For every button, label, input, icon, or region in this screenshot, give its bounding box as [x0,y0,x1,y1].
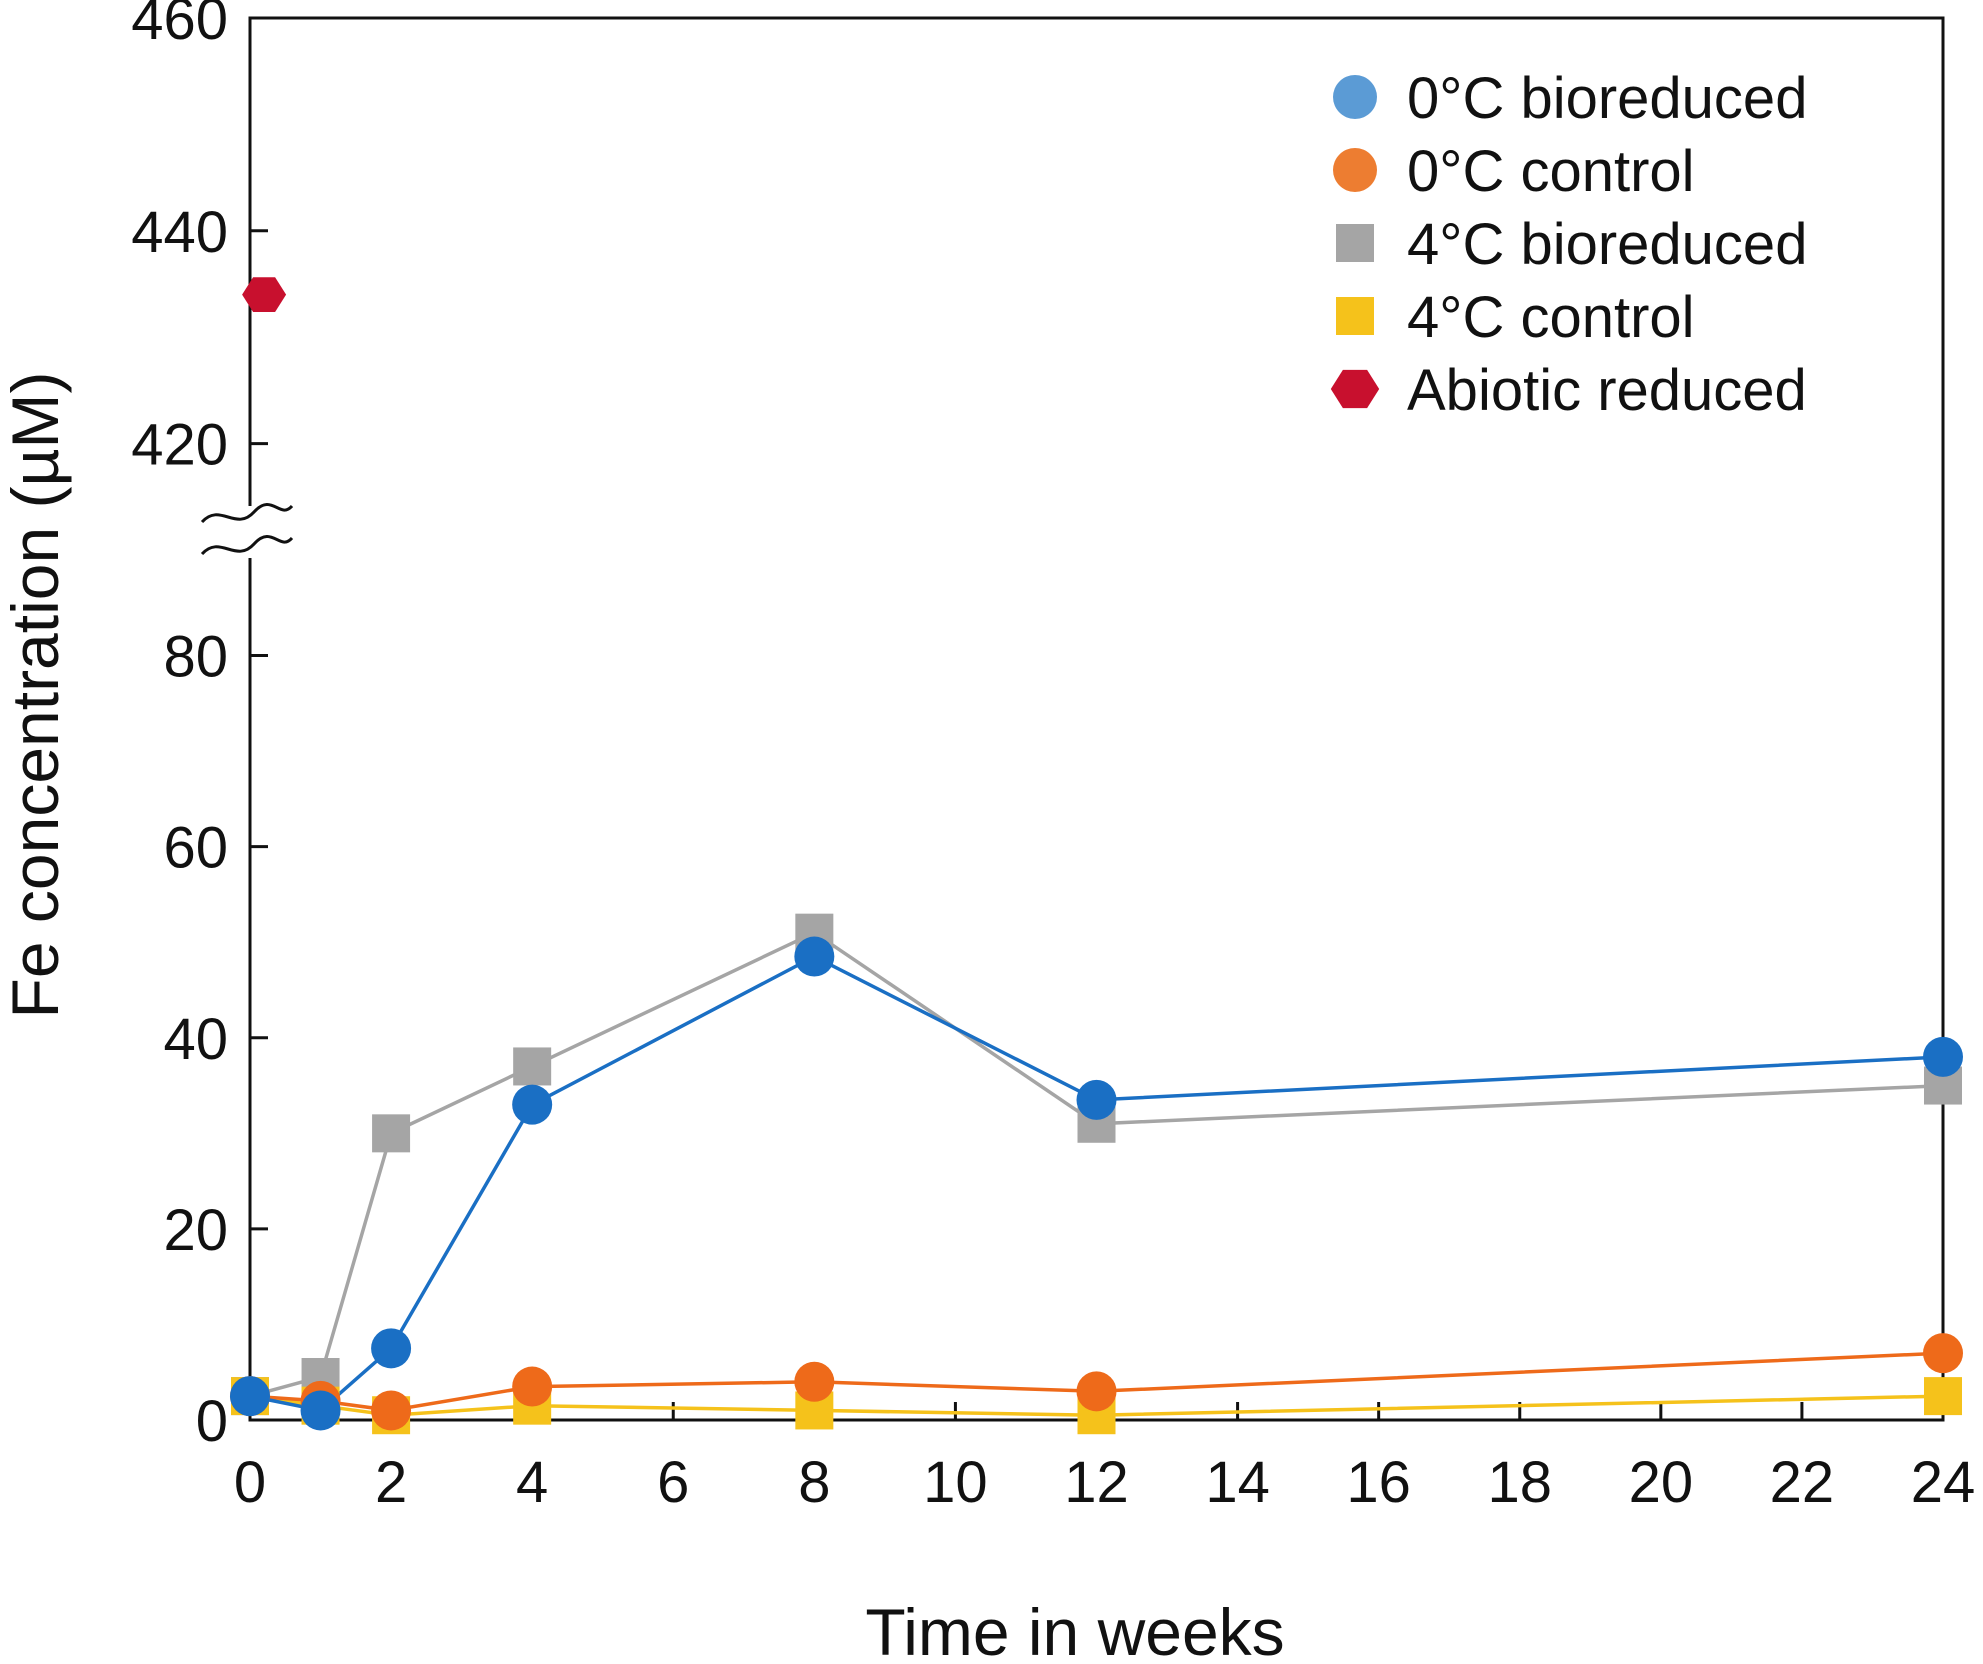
data-point [371,1328,412,1369]
x-tick-label: 0 [234,1450,266,1515]
legend-marker [1333,75,1377,119]
data-point [300,1390,341,1431]
x-axis: 0 2 4 6 8 10 12 14 16 18 20 22 24 [234,1402,1975,1515]
data-point [1076,1079,1117,1120]
y-tick-label: 440 [131,200,228,265]
x-tick-label: 8 [798,1450,830,1515]
x-tick-label: 6 [657,1450,689,1515]
x-tick-label: 10 [923,1450,988,1515]
y-tick-label: 60 [163,816,228,881]
y-tick-label: 0 [196,1389,228,1454]
y-tick-label: 420 [131,413,228,478]
x-tick-label: 22 [1770,1450,1835,1515]
data-point [1924,1377,1962,1416]
x-tick-label: 4 [516,1450,548,1515]
legend-marker [1336,297,1374,335]
axis-break-line-lower [200,535,294,556]
axis-break-line-upper [200,503,294,524]
data-point [1076,1371,1117,1412]
data-point [1923,1036,1963,1077]
x-tick-label: 20 [1629,1450,1694,1515]
data-point [513,1047,552,1086]
series-lines [249,930,1944,1417]
data-point [794,1361,835,1402]
legend-label: 0°C control [1407,139,1695,204]
y-tick-label: 80 [163,625,228,690]
data-point [372,1114,411,1153]
legend: 0°C bioreduced 0°C control 4°C bioreduced 4… [1330,66,1807,423]
y-axis-break-symbol [200,503,294,558]
x-axis-title: Time in weeks [865,1595,1284,1664]
x-tick-label: 2 [375,1450,407,1515]
series-line [249,930,1944,1398]
y-tick-label: 40 [163,1007,228,1072]
x-tick-label: 16 [1346,1450,1411,1515]
legend-marker [1336,224,1374,262]
legend-label: 0°C bioreduced [1407,66,1807,131]
x-tick-label: 24 [1911,1450,1976,1515]
legend-marker [1333,148,1377,192]
x-tick-label: 14 [1205,1450,1270,1515]
legend-label: 4°C control [1407,285,1695,350]
data-point [794,936,835,977]
data-point [1923,1333,1963,1374]
data-point [512,1084,553,1125]
y-tick-label: 460 [131,0,228,52]
y-tick-label: 20 [163,1198,228,1263]
data-point [371,1390,412,1431]
legend-label: Abiotic reduced [1407,358,1807,423]
y-axis: 0 20 40 60 80 420 440 460 [131,0,268,1454]
data-point [242,277,287,312]
legend-label: 4°C bioreduced [1407,212,1807,277]
data-point [230,1376,270,1417]
data-point [512,1366,553,1407]
legend-marker [1330,369,1380,409]
series-markers [230,277,1963,1435]
series-line [249,954,1944,1413]
y-axis-title: Fe concentration (µM) [0,372,72,1019]
x-tick-label: 12 [1064,1450,1129,1515]
x-tick-label: 18 [1487,1450,1552,1515]
